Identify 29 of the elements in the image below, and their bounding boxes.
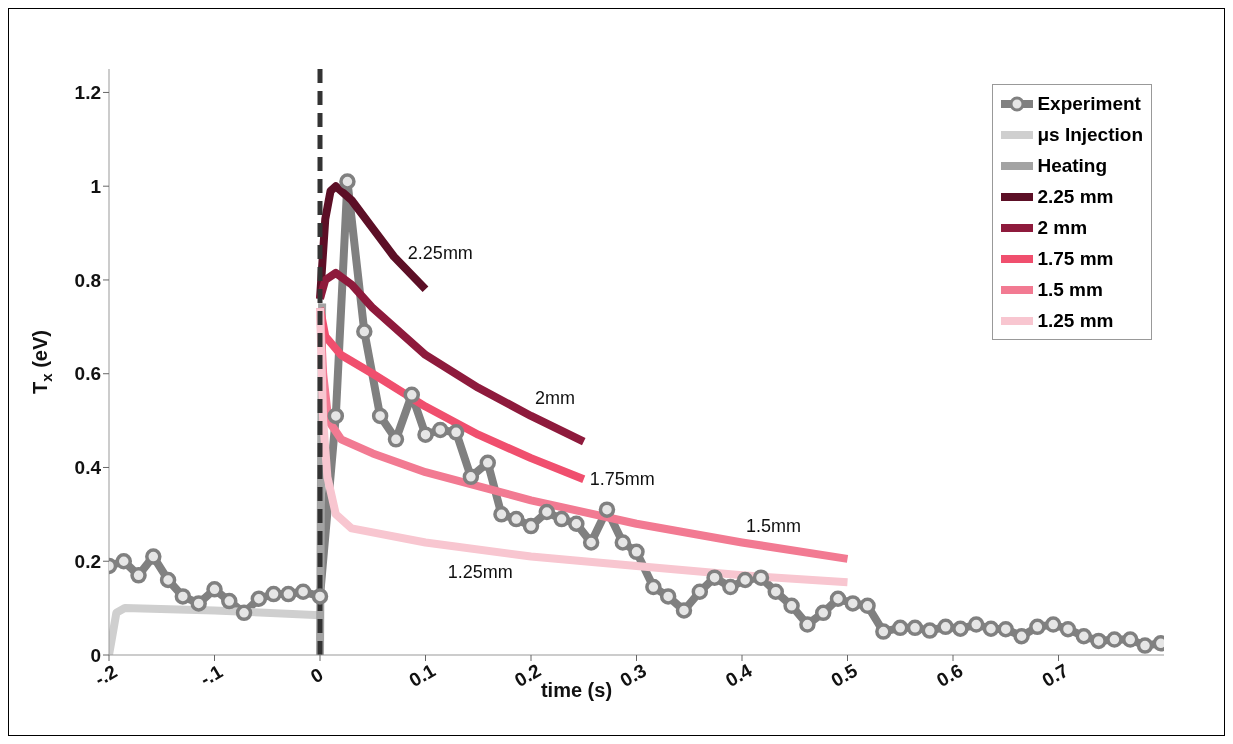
annotation: 2mm: [535, 387, 575, 408]
annotation: 1.5mm: [746, 516, 802, 537]
x-tick-label: 0.4: [722, 659, 756, 692]
y-tick-label: 0.4: [74, 457, 102, 479]
legend-label: 1.5 mm: [1037, 278, 1103, 301]
x-tick-label: 0.5: [827, 659, 862, 692]
y-tick-label: 1: [90, 175, 102, 197]
annotation: 1.75mm: [589, 469, 655, 490]
legend-label: 2.25 mm: [1037, 185, 1114, 208]
y-tick-label: 0: [90, 644, 101, 666]
x-tick-label: -.1: [196, 660, 227, 691]
y-tick-label: 0.2: [74, 550, 101, 572]
annotation: 1.25mm: [447, 562, 513, 583]
legend-label: μs Injection: [1037, 123, 1143, 146]
y-tick-label: 1.2: [74, 82, 101, 104]
annotation: 2.25mm: [407, 242, 473, 263]
x-tick-label: 0.3: [616, 659, 650, 692]
legend-label: 1.75 mm: [1037, 247, 1114, 270]
legend-label: 1.25 mm: [1037, 309, 1114, 332]
x-tick-label: 0.6: [933, 659, 967, 692]
x-tick-label: 0.1: [405, 659, 440, 692]
legend-label: 2 mm: [1037, 216, 1088, 239]
x-axis-title: time (s): [540, 679, 613, 701]
legend-label: Experiment: [1037, 92, 1141, 115]
y-tick-label: 0.8: [74, 269, 101, 291]
x-tick-label: 0.7: [1038, 659, 1072, 692]
legend-label: Heating: [1037, 154, 1108, 177]
x-tick-label: 0: [306, 663, 327, 688]
y-tick-label: 0.6: [74, 363, 101, 385]
